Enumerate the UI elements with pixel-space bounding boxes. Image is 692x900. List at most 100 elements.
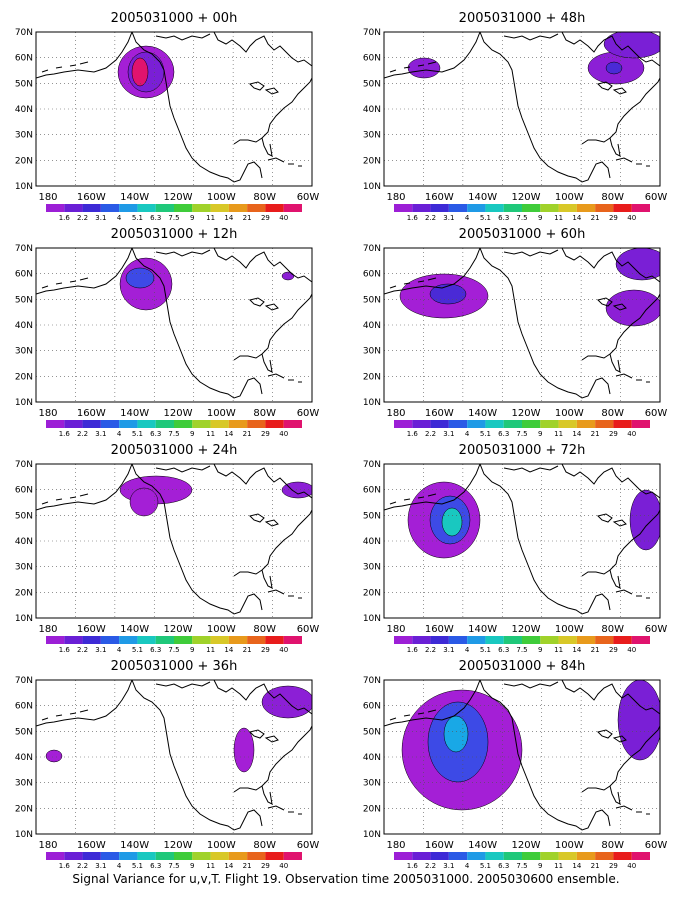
colorbar-label: 1.6 [59,214,71,222]
colorbar-label: 5.1 [132,214,143,222]
colorbar-label: 5.1 [480,646,491,654]
lat-label: 70N [363,460,381,470]
variance-shading [131,57,149,87]
lon-label: 120W [164,192,193,203]
colorbar-swatch [522,852,541,860]
colorbar-swatch [210,420,229,428]
variance-shading [615,248,660,281]
colorbar-swatch [64,852,83,860]
colorbar-label: 6.3 [498,214,509,222]
colorbar-swatch [394,420,413,428]
colorbar-swatch [576,636,596,644]
figure-caption: Signal Variance for u,v,T. Flight 19. Ob… [72,872,620,886]
panel-title: 2005031000 + 36h [111,659,238,674]
forecast-panel: 2005031000 + 60h 70N 60N 50N 40N 30N 20N 10N 180… [363,227,668,438]
colorbar-label: 2.2 [425,862,436,870]
colorbar-label: 2.2 [425,646,436,654]
colorbar-label: 7.5 [516,214,527,222]
colorbar-swatch [155,852,174,860]
colorbar-label: 11 [554,646,563,654]
colorbar-swatch [192,852,211,860]
map-area [384,464,660,618]
colorbar-swatch [283,636,302,644]
lat-label: 30N [363,779,381,789]
colorbar-swatch [558,636,577,644]
colorbar-swatch [430,852,449,860]
lon-label: 80W [601,192,624,203]
colorbar-swatch [137,852,156,860]
lat-label: 60N [15,270,33,280]
colorbar-label: 6.3 [150,646,161,654]
lon-label: 140W [468,192,497,203]
map-area [384,248,660,402]
colorbar-label: 3.1 [443,862,454,870]
variance-shading [605,61,623,75]
colorbar-label: 29 [609,862,618,870]
colorbar-label: 21 [591,430,600,438]
variance-shading [441,507,463,537]
lon-label: 60W [297,192,320,203]
colorbar-label: 9 [190,214,194,222]
colorbar-swatch [64,420,83,428]
lon-label: 100W [207,408,236,419]
forecast-panel: 2005031000 + 00h 70N 60N 50N 40N 30N 20N 10N 180… [15,11,320,222]
colorbar-swatch [576,852,596,860]
colorbar-label: 7.5 [168,862,179,870]
lon-label: 140W [120,624,149,635]
colorbar-swatch [394,204,413,212]
map-area [36,248,312,402]
colorbar-swatch [247,420,266,428]
colorbar-swatch [192,204,211,212]
colorbar-label: 4 [117,430,122,438]
variance-shading [129,487,159,517]
colorbar-label: 5.1 [132,430,143,438]
lon-label: 80W [253,624,276,635]
colorbar-swatch [228,420,248,428]
colorbar-swatch [540,636,559,644]
colorbar-label: 40 [279,646,288,654]
colorbar-label: 21 [243,214,252,222]
colorbar-swatch [137,204,156,212]
colorbar-swatch [174,636,193,644]
colorbar-label: 2.2 [425,214,436,222]
lon-label: 80W [253,408,276,419]
colorbar-swatch [46,636,65,644]
colorbar-label: 5.1 [132,862,143,870]
lon-label: 100W [207,192,236,203]
colorbar-label: 1.6 [59,646,71,654]
colorbar-swatch [247,204,266,212]
lat-label: 70N [15,28,33,38]
colorbar-label: 9 [538,430,542,438]
colorbar-label: 1.6 [407,646,419,654]
colorbar-swatch [100,420,120,428]
lon-label: 100W [555,408,584,419]
colorbar-label: 9 [190,862,194,870]
lat-label: 40N [363,753,381,763]
colorbar-swatch [100,636,120,644]
lon-label: 100W [207,840,236,851]
colorbar-swatch [210,204,229,212]
lat-label: 10N [15,614,33,624]
lon-label: 180 [386,408,405,419]
colorbar-swatch [503,420,522,428]
colorbar-label: 1.6 [59,862,71,870]
lat-label: 70N [15,244,33,254]
lat-label: 60N [15,702,33,712]
colorbar-swatch [448,420,468,428]
lat-label: 30N [363,131,381,141]
variance-shading [617,680,660,761]
lon-label: 120W [512,408,541,419]
colorbar-label: 3.1 [443,214,454,222]
lon-label: 100W [555,624,584,635]
colorbar-label: 40 [279,214,288,222]
colorbar-swatch [155,636,174,644]
lat-label: 50N [363,727,381,737]
colorbar-swatch [558,852,577,860]
lon-label: 80W [253,840,276,851]
lon-label: 160W [425,408,454,419]
panel-title: 2005031000 + 00h [111,11,238,26]
colorbar-swatch [265,204,284,212]
colorbar-label: 29 [609,214,618,222]
colorbar-label: 11 [206,646,215,654]
lat-label: 40N [15,753,33,763]
